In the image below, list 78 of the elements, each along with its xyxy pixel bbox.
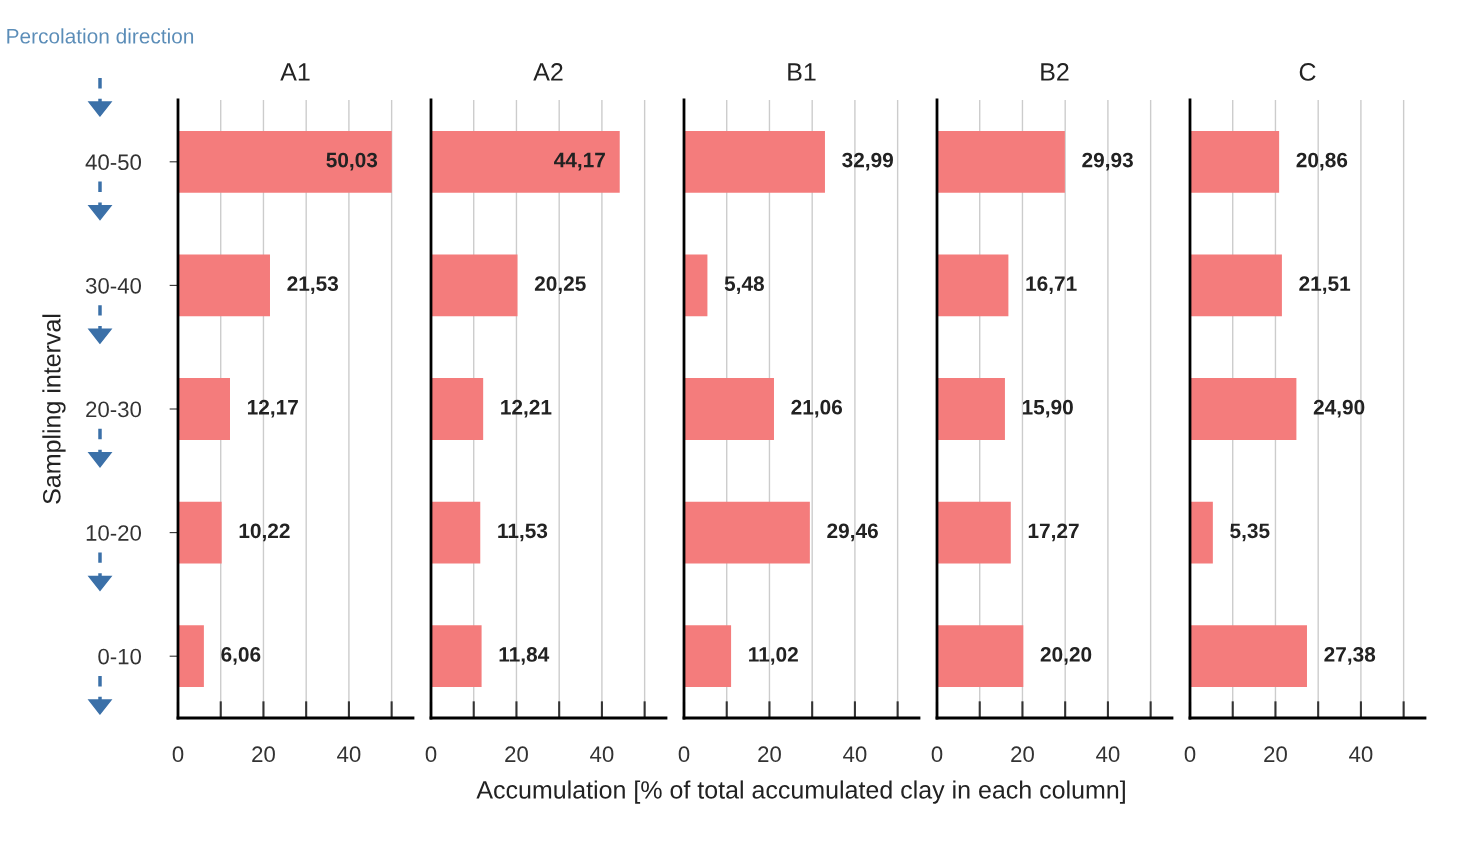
y-tick-label: 0-10 xyxy=(98,648,142,665)
bar xyxy=(431,130,620,193)
bar xyxy=(431,625,482,688)
x-tick-label: 40 xyxy=(1349,746,1373,763)
y-tick-label: 10-20 xyxy=(86,525,142,541)
bar xyxy=(684,501,810,564)
data-label: 20,20 xyxy=(1040,647,1092,665)
y-axis-title: Sampling interval xyxy=(42,314,66,504)
bar xyxy=(178,625,204,688)
chart-title: A2 xyxy=(533,63,563,81)
x-tick-label: 40 xyxy=(590,746,614,763)
data-label: 12,21 xyxy=(501,399,552,418)
data-label: 11,84 xyxy=(499,647,550,665)
chart-title: A1 xyxy=(280,63,310,81)
data-label: 21,53 xyxy=(287,276,339,295)
data-label: 11,53 xyxy=(498,523,548,542)
data-label: 15,90 xyxy=(1022,399,1073,418)
data-label: 32,99 xyxy=(842,152,893,171)
text: Percolation direction xyxy=(7,28,194,44)
bar xyxy=(178,130,392,193)
data-label: 29,46 xyxy=(827,523,878,542)
x-tick-label: 20 xyxy=(252,746,275,763)
bar xyxy=(1190,130,1280,193)
data-label: 12,17 xyxy=(247,399,298,418)
bar xyxy=(937,130,1065,193)
data-label: 44,17 xyxy=(554,152,605,171)
data-label: 50,03 xyxy=(326,152,378,171)
bar xyxy=(937,254,1009,317)
x-tick-label: 20 xyxy=(758,746,781,763)
bar xyxy=(684,378,774,440)
bar xyxy=(431,378,484,440)
x-tick-label: 0 xyxy=(1184,746,1196,763)
x-tick-label: 40 xyxy=(1096,746,1120,763)
x-tick-label: 40 xyxy=(843,746,867,763)
bar xyxy=(178,378,230,440)
x-tick-label: 0 xyxy=(931,746,943,763)
data-label: 29,93 xyxy=(1082,152,1133,171)
y-tick-label: 20-30 xyxy=(86,401,142,418)
x-tick-label: 20 xyxy=(1264,746,1287,763)
bar xyxy=(684,254,708,317)
bar xyxy=(937,378,1005,440)
data-label: 6,06 xyxy=(221,647,261,665)
data-label: 24,90 xyxy=(1313,399,1365,418)
y-tick-label: 30-40 xyxy=(85,277,142,294)
bar xyxy=(178,254,270,317)
bar xyxy=(431,501,481,564)
bar xyxy=(1190,501,1213,564)
x-tick-label: 20 xyxy=(505,746,528,763)
data-label: 16,71 xyxy=(1026,276,1077,295)
data-label: 11,02 xyxy=(749,647,798,665)
y-tick-label: 40-50 xyxy=(85,154,142,171)
data-label: 17,27 xyxy=(1028,523,1079,542)
data-label: 21,51 xyxy=(1299,276,1351,295)
bar xyxy=(937,501,1011,564)
x-tick-label: 0 xyxy=(172,746,184,763)
bar xyxy=(937,625,1024,688)
data-label: 10,22 xyxy=(239,523,290,542)
bar xyxy=(1190,378,1297,440)
bar xyxy=(431,254,518,317)
bar xyxy=(1190,254,1282,317)
bar xyxy=(684,625,732,688)
chart-title: B2 xyxy=(1041,63,1069,81)
bar xyxy=(1190,625,1307,688)
data-label: 5,35 xyxy=(1230,523,1270,542)
x-tick-label: 40 xyxy=(337,746,361,763)
chart-title: C xyxy=(1299,63,1316,81)
x-tick-label: 0 xyxy=(678,746,690,763)
x-tick-label: 0 xyxy=(425,746,437,763)
data-label: 21,06 xyxy=(791,399,843,418)
bar xyxy=(684,130,825,193)
chart-title: B1 xyxy=(788,63,816,81)
data-label: 20,86 xyxy=(1296,152,1348,171)
data-label: 20,25 xyxy=(534,276,586,295)
bar xyxy=(178,501,222,564)
data-label: 27,38 xyxy=(1324,647,1376,665)
x-axis-title: Accumulation [% of total accumulated clay in each column] xyxy=(476,780,1125,804)
x-tick-label: 20 xyxy=(1011,746,1034,763)
data-label: 5,48 xyxy=(724,276,764,295)
